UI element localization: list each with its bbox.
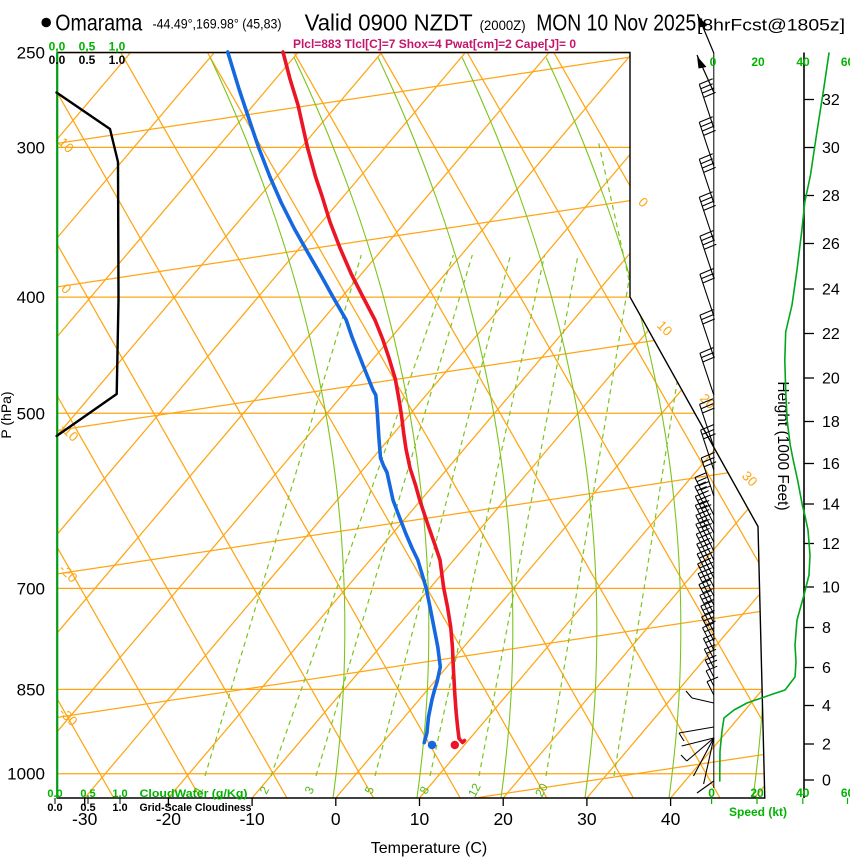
svg-text:1.0: 1.0 bbox=[112, 802, 127, 814]
svg-text:20: 20 bbox=[532, 781, 551, 800]
svg-text:400: 400 bbox=[17, 288, 45, 307]
svg-text:0.0: 0.0 bbox=[49, 53, 66, 67]
svg-text:1.0: 1.0 bbox=[109, 53, 126, 67]
svg-text:14: 14 bbox=[822, 497, 840, 514]
svg-text:12: 12 bbox=[822, 536, 840, 553]
svg-text:Grid-Scale Cloudiness: Grid-Scale Cloudiness bbox=[140, 802, 252, 814]
svg-text:0.5: 0.5 bbox=[80, 802, 95, 814]
svg-text:0: 0 bbox=[822, 773, 831, 790]
svg-text:Speed (kt): Speed (kt) bbox=[729, 805, 787, 819]
svg-text:16: 16 bbox=[822, 456, 840, 473]
svg-text:10: 10 bbox=[822, 580, 840, 597]
svg-text:MON 10 Nov 2025: MON 10 Nov 2025 bbox=[536, 10, 696, 36]
svg-text:6: 6 bbox=[822, 660, 831, 677]
svg-text:20: 20 bbox=[751, 55, 765, 69]
svg-text:Omarama: Omarama bbox=[55, 10, 142, 36]
svg-text:-10: -10 bbox=[239, 809, 265, 829]
svg-text:4: 4 bbox=[822, 698, 831, 715]
svg-text:18: 18 bbox=[822, 414, 840, 431]
svg-text:-44.49°,169.98° (45,83): -44.49°,169.98° (45,83) bbox=[153, 17, 282, 32]
svg-text:-20: -20 bbox=[156, 809, 182, 829]
svg-text:700: 700 bbox=[17, 579, 45, 598]
svg-text:1.0: 1.0 bbox=[109, 39, 126, 53]
svg-text:0.5: 0.5 bbox=[79, 39, 96, 53]
svg-text:40: 40 bbox=[661, 809, 681, 829]
svg-text:22: 22 bbox=[822, 326, 840, 343]
svg-text:1000: 1000 bbox=[7, 765, 45, 784]
svg-text:Temperature (C): Temperature (C) bbox=[371, 840, 487, 857]
svg-text:10: 10 bbox=[410, 809, 430, 829]
svg-text:0.0: 0.0 bbox=[49, 39, 66, 53]
svg-text:0.5: 0.5 bbox=[80, 788, 95, 800]
svg-text:1.0: 1.0 bbox=[112, 788, 127, 800]
svg-text:60: 60 bbox=[841, 786, 850, 800]
svg-text:Valid 0900 NZDT: Valid 0900 NZDT bbox=[305, 10, 473, 36]
svg-text:250: 250 bbox=[17, 44, 45, 63]
svg-text:(2000Z): (2000Z) bbox=[480, 17, 526, 33]
svg-text:60: 60 bbox=[841, 55, 850, 69]
svg-text:20: 20 bbox=[822, 371, 840, 388]
svg-text:40: 40 bbox=[796, 786, 810, 800]
svg-text:0: 0 bbox=[708, 786, 715, 800]
svg-text:Plcl=883 Tlcl[C]=7 Shox=4 Pwat: Plcl=883 Tlcl[C]=7 Shox=4 Pwat[cm]=2 Cap… bbox=[293, 37, 576, 51]
svg-text:P (hPa): P (hPa) bbox=[0, 391, 14, 438]
svg-text:300: 300 bbox=[17, 138, 45, 157]
svg-text:28: 28 bbox=[822, 188, 840, 205]
svg-text:0.5: 0.5 bbox=[79, 53, 96, 67]
svg-text:2: 2 bbox=[822, 737, 831, 754]
svg-text:24: 24 bbox=[822, 282, 840, 299]
svg-text:[8hrFcst@1805z]: [8hrFcst@1805z] bbox=[697, 16, 845, 35]
svg-text:30: 30 bbox=[822, 140, 840, 157]
svg-text:40: 40 bbox=[796, 55, 810, 69]
svg-text:0: 0 bbox=[710, 55, 717, 69]
svg-text:-30: -30 bbox=[72, 809, 98, 829]
svg-text:26: 26 bbox=[822, 236, 840, 253]
svg-text:20: 20 bbox=[750, 786, 764, 800]
svg-text:12: 12 bbox=[465, 781, 484, 800]
svg-text:500: 500 bbox=[17, 404, 45, 423]
svg-text:CloudWater (g/Kg): CloudWater (g/Kg) bbox=[140, 788, 248, 800]
svg-text:0.0: 0.0 bbox=[47, 802, 62, 814]
svg-text:Height (1000 Feet): Height (1000 Feet) bbox=[774, 381, 791, 510]
svg-text:0.0: 0.0 bbox=[47, 788, 62, 800]
svg-text:30: 30 bbox=[577, 809, 597, 829]
svg-text:850: 850 bbox=[17, 680, 45, 699]
svg-text:20: 20 bbox=[493, 809, 513, 829]
svg-text:8: 8 bbox=[822, 620, 831, 637]
svg-text:0: 0 bbox=[331, 809, 341, 829]
svg-text:32: 32 bbox=[822, 92, 840, 109]
